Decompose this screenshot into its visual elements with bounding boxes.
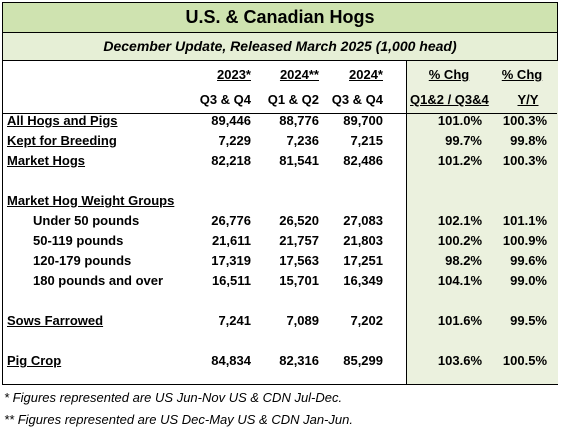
cell: 99.5% bbox=[510, 313, 547, 328]
header-chg-2: % Chg bbox=[501, 67, 543, 82]
row-label: 50-119 pounds bbox=[33, 233, 124, 248]
cell: 21,803 bbox=[343, 233, 383, 248]
cell: 88,776 bbox=[279, 113, 319, 128]
cell: 89,446 bbox=[211, 113, 251, 128]
section-heading-row: Market Hog Weight Groups bbox=[3, 191, 557, 211]
table-row: 180 pounds and over 16,511 15,701 16,349… bbox=[3, 271, 557, 291]
cell: 27,083 bbox=[343, 213, 383, 228]
table-row: 120-179 pounds 17,319 17,563 17,251 98.2… bbox=[3, 251, 557, 271]
cell: 7,202 bbox=[350, 313, 383, 328]
report-title: U.S. & Canadian Hogs bbox=[3, 3, 557, 33]
cell: 26,520 bbox=[279, 213, 319, 228]
cell: 82,218 bbox=[211, 153, 251, 168]
row-label: Market Hogs bbox=[7, 153, 86, 168]
cell: 82,486 bbox=[343, 153, 383, 168]
cell: 101.6% bbox=[437, 313, 482, 328]
table-row: 50-119 pounds 21,611 21,757 21,803 100.2… bbox=[3, 231, 557, 251]
cell: 26,776 bbox=[211, 213, 251, 228]
row-label: 180 pounds and over bbox=[33, 273, 164, 288]
header-year-3: 2024* bbox=[349, 67, 383, 82]
header-period-3: Q3 & Q4 bbox=[331, 92, 383, 107]
cell: 17,251 bbox=[343, 253, 383, 268]
header-periods-row: Q3 & Q4 Q1 & Q2 Q3 & Q4 Q1&2 / Q3&4 Y/Y bbox=[3, 90, 557, 110]
cell: 100.9% bbox=[502, 233, 547, 248]
table-row: Sows Farrowed 7,241 7,089 7,202 101.6% 9… bbox=[3, 311, 557, 331]
table-row: All Hogs and Pigs 89,446 88,776 89,700 1… bbox=[3, 111, 557, 131]
cell: 7,229 bbox=[218, 133, 251, 148]
cell: 85,299 bbox=[343, 353, 383, 368]
cell: 16,511 bbox=[211, 273, 251, 288]
header-years-row: 2023* 2024** 2024* % Chg % Chg bbox=[3, 65, 557, 85]
table-row: Pig Crop 84,834 82,316 85,299 103.6% 100… bbox=[3, 351, 557, 371]
cell: 17,319 bbox=[211, 253, 251, 268]
cell: 99.7% bbox=[445, 133, 482, 148]
header-year-1: 2023* bbox=[217, 67, 251, 82]
cell: 7,241 bbox=[218, 313, 251, 328]
cell: 7,089 bbox=[286, 313, 319, 328]
cell: 99.0% bbox=[510, 273, 547, 288]
table-row: Market Hogs 82,218 81,541 82,486 101.2% … bbox=[3, 151, 557, 171]
cell: 82,316 bbox=[279, 353, 319, 368]
row-label: Sows Farrowed bbox=[7, 313, 104, 328]
row-label: Kept for Breeding bbox=[7, 133, 117, 148]
cell: 7,236 bbox=[286, 133, 319, 148]
percent-change-panel bbox=[406, 61, 558, 384]
cell: 89,700 bbox=[343, 113, 383, 128]
header-period-2: Q1 & Q2 bbox=[267, 92, 319, 107]
header-period-4: Q1&2 / Q3&4 bbox=[410, 92, 489, 107]
row-label: 120-179 pounds bbox=[33, 253, 132, 268]
cell: 7,215 bbox=[350, 133, 383, 148]
cell: 101.0% bbox=[437, 113, 482, 128]
row-label: Under 50 pounds bbox=[33, 213, 140, 228]
section-heading: Market Hog Weight Groups bbox=[7, 193, 175, 208]
cell: 81,541 bbox=[279, 153, 319, 168]
footnote-2: ** Figures represented are US Dec-May US… bbox=[4, 412, 353, 427]
header-chg-1: % Chg bbox=[428, 67, 470, 82]
cell: 98.2% bbox=[445, 253, 482, 268]
cell: 103.6% bbox=[437, 353, 482, 368]
table-row: Kept for Breeding 7,229 7,236 7,215 99.7… bbox=[3, 131, 557, 151]
header-period-1: Q3 & Q4 bbox=[199, 92, 251, 107]
header-divider bbox=[3, 113, 557, 114]
cell: 101.2% bbox=[437, 153, 482, 168]
cell: 16,349 bbox=[343, 273, 383, 288]
footnote-1: * Figures represented are US Jun-Nov US … bbox=[4, 390, 343, 405]
hog-report-table: U.S. & Canadian Hogs December Update, Re… bbox=[2, 2, 558, 385]
header-year-2: 2024** bbox=[279, 67, 319, 82]
cell: 17,563 bbox=[279, 253, 319, 268]
row-label: All Hogs and Pigs bbox=[7, 113, 118, 128]
cell: 100.3% bbox=[502, 153, 547, 168]
cell: 100.5% bbox=[502, 353, 547, 368]
cell: 21,611 bbox=[211, 233, 251, 248]
cell: 99.8% bbox=[510, 133, 547, 148]
cell: 15,701 bbox=[279, 273, 319, 288]
cell: 101.1% bbox=[502, 213, 547, 228]
cell: 102.1% bbox=[437, 213, 482, 228]
cell: 84,834 bbox=[211, 353, 251, 368]
header-period-5: Y/Y bbox=[517, 92, 539, 107]
cell: 21,757 bbox=[279, 233, 319, 248]
cell: 100.2% bbox=[437, 233, 482, 248]
row-label: Pig Crop bbox=[7, 353, 62, 368]
table-row: Under 50 pounds 26,776 26,520 27,083 102… bbox=[3, 211, 557, 231]
cell: 99.6% bbox=[510, 253, 547, 268]
report-subtitle: December Update, Released March 2025 (1,… bbox=[3, 33, 557, 61]
cell: 104.1% bbox=[437, 273, 482, 288]
cell: 100.3% bbox=[502, 113, 547, 128]
